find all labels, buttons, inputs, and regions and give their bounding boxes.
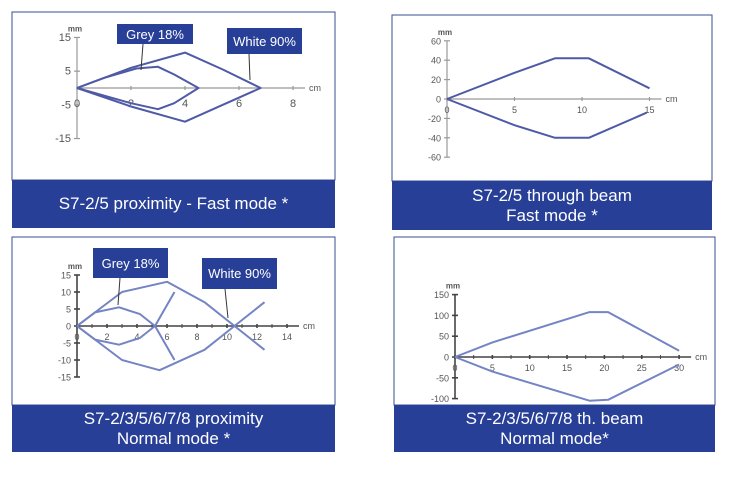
x-tick-label: 12 <box>252 332 262 342</box>
caption-line: S7-2/5 proximity - Fast mode * <box>58 194 289 213</box>
x-tick-label: 6 <box>164 332 169 342</box>
y-tick-label: -60 <box>428 153 441 163</box>
series-line-2 <box>446 98 648 139</box>
x-tick-label: 14 <box>282 332 292 342</box>
y-tick-label: 15 <box>59 32 71 44</box>
x-tick-label: 0 <box>452 363 457 373</box>
annotation-label: Grey 18% <box>117 24 193 44</box>
series-line-2 <box>76 51 262 123</box>
caption-line: S7-2/3/5/6/7/8 proximity <box>83 408 264 428</box>
x-tick-label: 2 <box>104 332 109 342</box>
x-axis-label: cm <box>309 83 321 93</box>
y-tick-label: 5 <box>65 66 71 78</box>
y-axis-label: mm <box>438 28 452 37</box>
x-tick-label: 4 <box>134 332 139 342</box>
x-tick-label: 0 <box>444 105 449 115</box>
series-line-1 <box>446 57 650 100</box>
y-tick-label: 0 <box>436 95 441 105</box>
x-tick-label: 0 <box>74 332 79 342</box>
chart-caption: S7-2/5 proximity - Fast mode * <box>12 180 335 228</box>
y-tick-label: 0 <box>66 322 71 332</box>
caption-line: Normal mode * <box>116 428 231 448</box>
y-tick-label: 150 <box>434 290 449 300</box>
annotation-leader <box>224 288 229 319</box>
y-tick-label: 20 <box>431 75 441 85</box>
chart-frame <box>391 14 713 182</box>
x-axis-label: cm <box>695 352 707 362</box>
x-tick-label: 10 <box>222 332 232 342</box>
annotation-leader <box>117 277 121 306</box>
y-tick-label: -10 <box>58 356 71 366</box>
y-axis-label: mm <box>68 262 82 271</box>
y-tick-label: -15 <box>58 373 71 383</box>
x-tick-label: 10 <box>525 363 535 373</box>
y-tick-label: 40 <box>431 56 441 66</box>
y-tick-label: -5 <box>61 99 71 111</box>
x-tick-label: 20 <box>599 363 609 373</box>
annotation-leader <box>140 43 144 71</box>
y-axis-label: mm <box>446 282 460 291</box>
annotation-label: Grey 18% <box>93 248 168 278</box>
y-tick-label: -5 <box>63 339 71 349</box>
series-line-3 <box>76 280 266 351</box>
y-tick-label: 0 <box>444 353 449 363</box>
x-tick-label: 25 <box>637 363 647 373</box>
y-tick-label: -50 <box>436 373 449 383</box>
series-line-2 <box>454 356 680 402</box>
y-tick-label: 50 <box>439 332 449 342</box>
x-tick-label: 8 <box>194 332 199 342</box>
x-tick-label: 15 <box>644 105 654 115</box>
y-tick-label: 100 <box>434 311 449 321</box>
x-tick-label: 30 <box>674 363 684 373</box>
x-axis-label: cm <box>303 321 315 331</box>
chart-caption: S7-2/5 through beam Fast mode * <box>392 181 712 230</box>
chart-frame <box>393 236 716 406</box>
chart-caption: S7-2/3/5/6/7/8 proximity Normal mode * <box>12 405 335 452</box>
annotation-leader <box>248 53 251 81</box>
series-line-1 <box>76 65 200 111</box>
chart-frame <box>11 236 336 406</box>
y-tick-label: 10 <box>61 288 71 298</box>
x-tick-label: 4 <box>182 98 188 110</box>
y-tick-label: -40 <box>428 133 441 143</box>
y-tick-label: -20 <box>428 114 441 124</box>
x-tick-label: 8 <box>290 98 296 110</box>
caption-line: S7-2/3/5/6/7/8 th. beam <box>465 408 644 428</box>
caption-line: Fast mode * <box>506 205 598 225</box>
y-axis-label: mm <box>68 24 82 33</box>
caption-line: S7-2/5 through beam <box>472 185 632 205</box>
x-tick-label: 0 <box>74 98 80 110</box>
y-tick-label: 15 <box>61 271 71 281</box>
y-tick-label: 5 <box>66 305 71 315</box>
y-tick-label: -100 <box>431 394 449 404</box>
x-axis-label: cm <box>666 94 678 104</box>
annotation-label: White 90% <box>202 258 277 289</box>
x-tick-label: 15 <box>562 363 572 373</box>
x-tick-label: 5 <box>512 105 517 115</box>
chart-caption: S7-2/3/5/6/7/8 th. beam Normal mode* <box>394 405 715 452</box>
x-tick-label: 5 <box>490 363 495 373</box>
y-tick-label: 60 <box>431 36 441 46</box>
x-tick-label: 6 <box>236 98 242 110</box>
annotation-label: White 90% <box>227 28 302 54</box>
y-tick-label: -15 <box>55 133 71 145</box>
series-line-1 <box>454 311 680 358</box>
caption-line: Normal mode* <box>500 428 609 448</box>
x-tick-label: 10 <box>577 105 587 115</box>
series-line-4 <box>76 301 266 372</box>
